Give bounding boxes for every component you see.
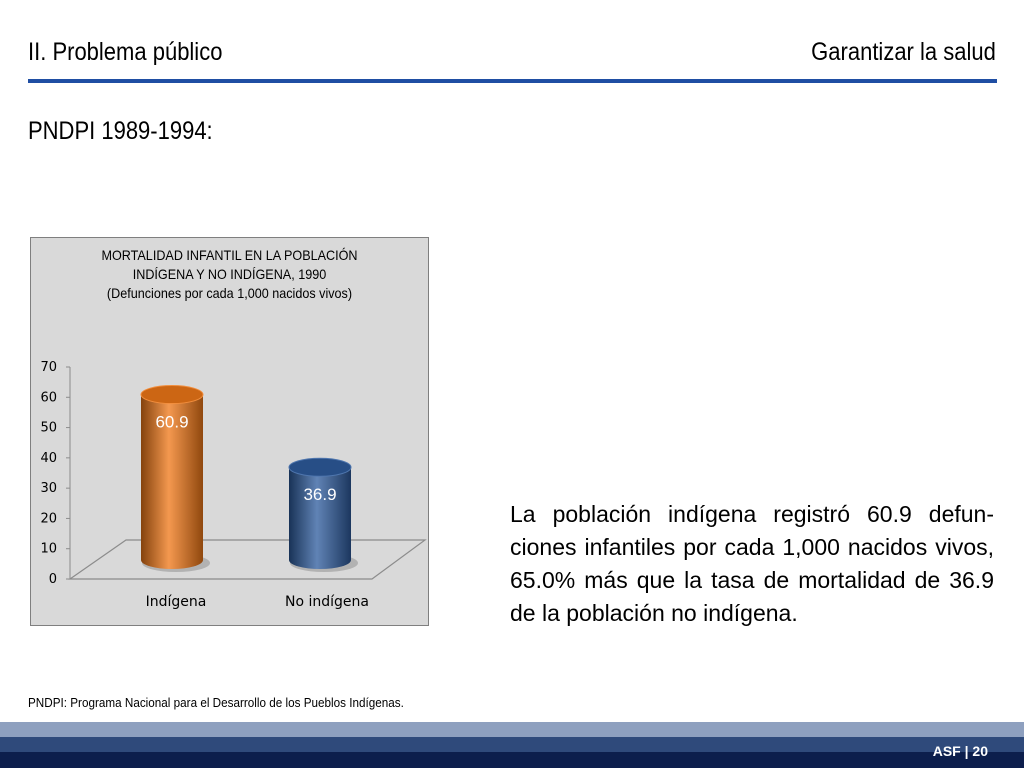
chart-title: MORTALIDAD INFANTIL EN LA POBLACIÓN INDÍ…	[31, 246, 428, 303]
header-divider	[28, 79, 997, 83]
page-number-tag: ASF | 20	[932, 743, 988, 759]
topic-title: Garantizar la salud	[811, 38, 996, 66]
chart-title-line-1: MORTALIDAD INFANTIL EN LA POBLACIÓN	[101, 247, 358, 263]
y-tick-label: 30	[40, 481, 57, 496]
chart-floor	[68, 539, 427, 580]
data-label: 36.9	[303, 485, 336, 504]
footer-band-light	[0, 722, 1024, 737]
bar-chart: 0 10 20 30 40 50 60 70 60.9 Indígena 36.9 No indíge…	[40, 360, 427, 610]
bar-top-cap	[288, 457, 352, 477]
chart-title-line-3: (Defunciones por cada 1,000 nacidos vivo…	[106, 285, 353, 301]
x-tick-label: No indígena	[285, 594, 369, 610]
y-tick-label: 20	[40, 511, 57, 526]
x-tick-label: Indígena	[146, 594, 207, 610]
chart-title-line-2: INDÍGENA Y NO INDÍGENA, 1990	[132, 266, 327, 282]
y-tick-label: 10	[40, 542, 57, 557]
y-tick-label: 40	[40, 451, 57, 466]
y-tick-label: 70	[40, 360, 57, 375]
bar-no-indigena	[289, 467, 351, 569]
data-label: 60.9	[155, 413, 188, 432]
footer-band-dark	[0, 752, 1024, 768]
footer-band-mid	[0, 737, 1024, 752]
footnote: PNDPI: Programa Nacional para el Desarro…	[28, 695, 404, 710]
y-tick-label: 60	[40, 390, 57, 405]
slide-subtitle: PNDPI 1989-1994:	[28, 117, 213, 145]
bar-indigena	[141, 394, 203, 569]
section-title: II. Problema público	[28, 38, 223, 66]
body-paragraph: La población indígena registró 60.9 defu…	[510, 501, 994, 626]
y-tick-label: 50	[40, 421, 57, 436]
bar-top-cap	[140, 385, 204, 405]
chart-panel: MORTALIDAD INFANTIL EN LA POBLACIÓN INDÍ…	[30, 237, 429, 626]
y-tick-label: 0	[49, 572, 57, 587]
